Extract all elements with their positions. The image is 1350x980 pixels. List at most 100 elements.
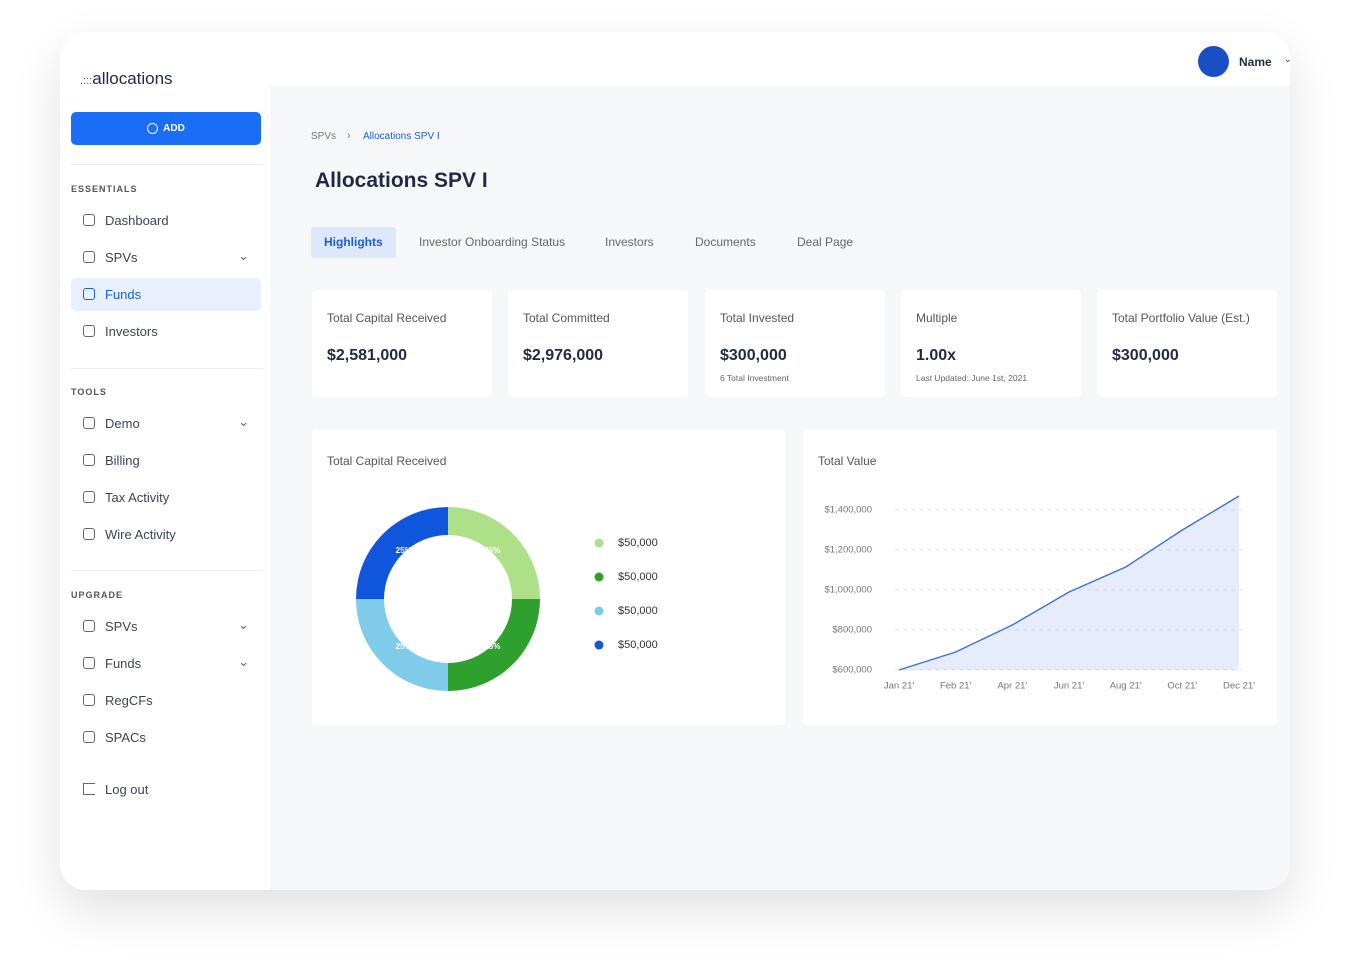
nav-icon [83, 491, 95, 503]
tab[interactable]: Highlights [311, 227, 396, 258]
stat-card: Total Invested $300,000 6 Total Investment [705, 290, 885, 397]
user-name[interactable]: Name [1239, 55, 1272, 69]
legend-label: $50,000 [618, 605, 658, 617]
donut-segment [448, 507, 540, 599]
divider [71, 164, 263, 165]
nav-icon [83, 731, 95, 743]
chart: $600,000 $800,000 $1,000,000 $1,200,000 $1,4… [824, 495, 1255, 692]
card-value: $300,000 [1112, 347, 1179, 364]
legend-swatch [594, 640, 604, 650]
x-tick-label: Oct 21' [1167, 681, 1197, 692]
segment-label: 25% [484, 642, 500, 651]
tab[interactable]: Investor Onboarding Status [419, 235, 566, 249]
y-tick-label: $1,200,000 [824, 545, 872, 556]
card-label: Total Committed [523, 311, 610, 325]
y-tick-label: $1,400,000 [824, 505, 872, 516]
app-window: .:::allocations ADD ESSENTIALS Dashboard S… [60, 32, 1290, 890]
nav-item[interactable]: Funds ⌄ [71, 647, 261, 680]
donut-segment [356, 599, 448, 691]
nav-label: SPVs [105, 619, 138, 634]
nav-label: RegCFs [105, 693, 153, 708]
nav-item[interactable]: RegCFs [71, 684, 261, 717]
nav-item[interactable]: Dashboard [71, 204, 261, 237]
nav-label: SPVs [105, 250, 138, 265]
legend-swatch [594, 538, 604, 548]
x-tick-label: Aug 21' [1110, 681, 1142, 692]
breadcrumb-item: Allocations SPV I [363, 131, 440, 142]
stat-card: Total Capital Received $2,581,000 [312, 290, 492, 397]
nav-chevron: ⌄ [238, 248, 249, 263]
nav-label: Log out [105, 782, 149, 797]
legend-label: $50,000 [618, 571, 658, 583]
tab[interactable]: Documents [695, 235, 756, 249]
nav-label: Wire Activity [105, 527, 176, 542]
x-tick-label: Apr 21' [997, 681, 1027, 692]
card-value: 1.00x [916, 347, 957, 364]
page-title: Allocations SPV I [315, 169, 488, 192]
breadcrumb-sep: › [347, 130, 351, 142]
divider [71, 570, 263, 571]
section-title: TOOLS [71, 387, 107, 397]
segment-label: 25% [396, 642, 412, 651]
card-value: $300,000 [720, 347, 787, 364]
x-tick-label: Dec 21' [1223, 681, 1255, 692]
nav-item[interactable]: Tax Activity [71, 481, 261, 514]
nav-item[interactable]: Wire Activity [71, 518, 261, 551]
chart-title: Total Value [818, 454, 877, 468]
nav-chevron: ⌄ [238, 654, 249, 669]
nav-label: Investors [105, 324, 158, 339]
nav-label: Funds [105, 287, 142, 302]
nav-label: Dashboard [105, 213, 169, 228]
card-value: $2,976,000 [523, 347, 604, 364]
nav-item[interactable]: Demo ⌄ [71, 407, 261, 440]
chart: 25% $50,000 25% $50,000 25% $50,000 25% $50,000 [356, 507, 658, 691]
area [899, 496, 1239, 670]
nav-icon [83, 251, 95, 263]
tab[interactable]: Deal Page [797, 235, 854, 249]
segment-label: 25% [484, 546, 500, 555]
nav-icon [83, 528, 95, 540]
section-title: UPGRADE [71, 590, 124, 600]
card-label: Total Portfolio Value (Est.) [1112, 311, 1250, 325]
y-tick-label: $1,000,000 [824, 585, 872, 596]
x-tick-label: Jun 21' [1054, 681, 1085, 692]
top-bar: Name ⌄ [270, 32, 1290, 86]
y-tick-label: $800,000 [832, 625, 872, 636]
nav-icon [83, 783, 95, 795]
nav-item[interactable]: Log out [71, 773, 261, 806]
nav-label: Demo [105, 416, 140, 431]
nav-label: Tax Activity [105, 490, 170, 505]
legend-swatch [594, 572, 604, 582]
nav-item[interactable]: SPACs [71, 721, 261, 754]
chart-panel: Total Value $600,000 $800,000 $1,000,000 $1,… [803, 430, 1277, 725]
add-button[interactable]: ADD [71, 112, 261, 145]
card-value: $2,581,000 [327, 347, 408, 364]
legend-swatch [594, 606, 604, 616]
nav-item[interactable]: Investors [71, 315, 261, 348]
nav-chevron: ⌄ [238, 414, 249, 429]
legend-label: $50,000 [618, 537, 658, 549]
nav-label: Billing [105, 453, 140, 468]
x-tick-label: Feb 21' [940, 681, 972, 692]
avatar[interactable] [1198, 46, 1229, 77]
nav-item[interactable]: SPVs ⌄ [71, 610, 261, 643]
legend-label: $50,000 [618, 639, 658, 651]
nav-icon [83, 288, 95, 300]
card-note: Last Updated: June 1st, 2021 [916, 373, 1028, 383]
card-note: 6 Total Investment [720, 373, 789, 383]
nav-item[interactable]: SPVs ⌄ [71, 241, 261, 274]
brand-text: allocations [92, 69, 173, 88]
nav-item[interactable]: Billing [71, 444, 261, 477]
card-label: Multiple [916, 311, 958, 325]
tab[interactable]: Investors [605, 235, 654, 249]
card-label: Total Capital Received [327, 311, 447, 325]
nav-item[interactable]: Funds [71, 278, 261, 311]
breadcrumb-item[interactable]: SPVs [311, 131, 337, 142]
nav-icon [83, 454, 95, 466]
user-chevron[interactable]: ⌄ [1284, 54, 1290, 64]
nav-icon [83, 417, 95, 429]
card-label: Total Invested [720, 311, 795, 325]
donut-segment [448, 599, 540, 691]
donut-segment [356, 507, 448, 599]
